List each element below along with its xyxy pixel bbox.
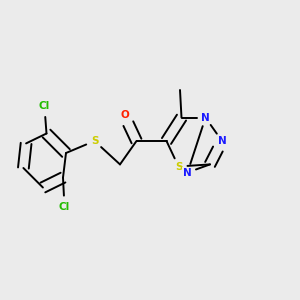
Text: N: N — [218, 136, 226, 146]
Text: Cl: Cl — [59, 202, 70, 212]
Text: N: N — [201, 112, 210, 123]
Text: N: N — [183, 167, 192, 178]
Text: S: S — [175, 161, 182, 172]
Text: Cl: Cl — [39, 100, 50, 111]
Text: S: S — [91, 136, 98, 146]
Text: O: O — [120, 110, 129, 121]
